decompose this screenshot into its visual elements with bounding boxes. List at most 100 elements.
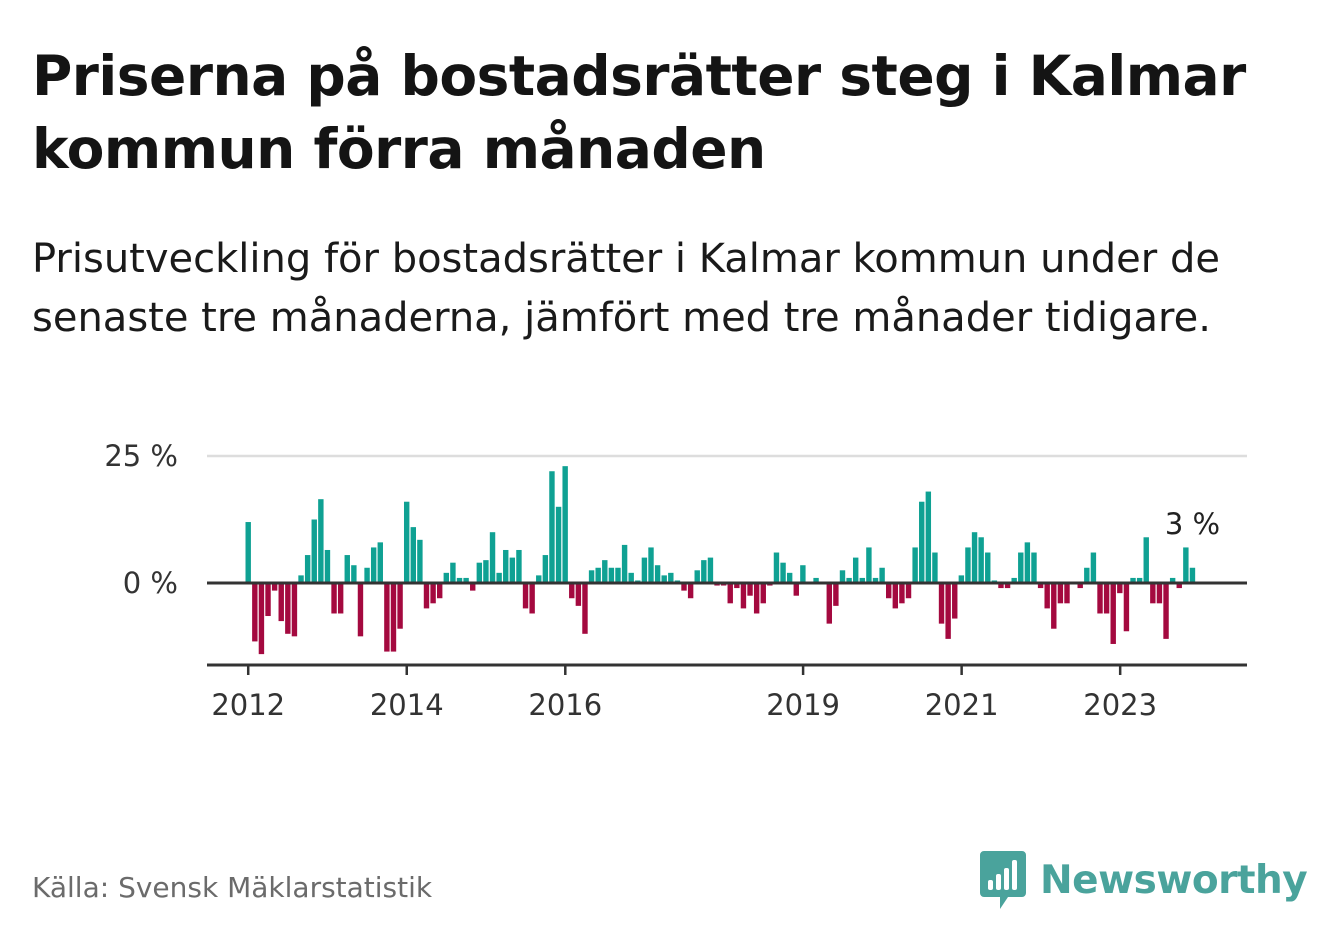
bar [337,583,344,614]
bar [271,583,278,591]
bar [701,560,707,583]
bar [1018,552,1024,583]
bar [1011,577,1017,583]
chart-subtitle: Prisutveckling för bostadsrätter i Kalma… [32,236,1220,341]
bar [932,552,938,583]
bar [291,583,298,637]
bar [437,583,443,599]
bar [905,583,912,599]
bar [773,552,780,583]
x-tick-label: 2012 [211,688,285,722]
bar [423,583,430,609]
bar [588,570,595,583]
bar [470,583,476,591]
bar [377,542,383,583]
bar [892,583,899,609]
bar [648,547,654,583]
bar [952,583,958,619]
bar [575,583,582,606]
bar [886,583,892,599]
bar [1123,583,1130,632]
bar [740,583,747,609]
bar [727,583,733,604]
bar [1051,583,1057,629]
bar [265,583,271,617]
bar [1044,583,1050,609]
bar [430,583,436,604]
bar [641,557,648,583]
bar [1084,567,1090,583]
bar [456,577,463,583]
bar [1097,583,1103,614]
bar [403,501,410,583]
bar [734,583,740,589]
bar [1057,583,1064,604]
bar [919,501,925,583]
bar [1064,583,1070,604]
bar [1136,577,1143,583]
bar [1077,583,1083,589]
bar [344,555,350,583]
bar [463,577,469,583]
source-note: Källa: Svensk Mäklarstatistik [32,871,433,904]
brand-logo[interactable]: Newsworthy [978,848,1308,912]
bar [839,570,846,583]
bar [1031,552,1037,583]
bar [258,583,265,655]
bar [813,577,819,583]
latest-value-label: 3 % [1165,507,1220,541]
bar [331,583,337,614]
bar [1004,583,1011,589]
bar [786,572,793,583]
bar [1103,583,1110,614]
bar [859,577,866,583]
bar [899,583,905,604]
bar [516,549,522,583]
bar [252,583,258,642]
bar [410,527,416,583]
bar [595,567,601,583]
bar [621,544,628,583]
bar [971,532,978,583]
bar [582,583,588,634]
newsworthy-logo-icon [980,851,1026,909]
bar [1183,547,1189,583]
bar [608,567,615,583]
bar [760,583,766,604]
bar [318,499,324,583]
bar [872,577,879,583]
bar [668,572,674,583]
bar [866,547,872,583]
bar [1150,583,1156,604]
bar [278,583,284,622]
bar [793,583,799,596]
bar [978,537,984,583]
bar [503,549,509,583]
bar [489,532,496,583]
bar [522,583,529,609]
bar [654,565,661,583]
bar [351,565,357,583]
bar [753,583,760,614]
bar [912,547,918,583]
bar [1156,583,1163,604]
x-tick-label: 2016 [528,688,602,722]
chart-title: Priserna på bostadsrätter steg i Kalmar … [32,44,1246,181]
bar [298,575,304,583]
bar [879,567,885,583]
bar [998,583,1004,589]
bar [509,557,516,583]
bar [826,583,832,624]
bar [549,471,555,583]
bar [285,583,291,634]
x-tick-label: 2023 [1083,688,1157,722]
bar [304,555,311,583]
bar [602,560,608,583]
bar [384,583,390,652]
bar [945,583,951,639]
bar [681,583,687,591]
bar [615,567,621,583]
bar [1169,577,1176,583]
bar [938,583,945,624]
bar [687,583,694,599]
